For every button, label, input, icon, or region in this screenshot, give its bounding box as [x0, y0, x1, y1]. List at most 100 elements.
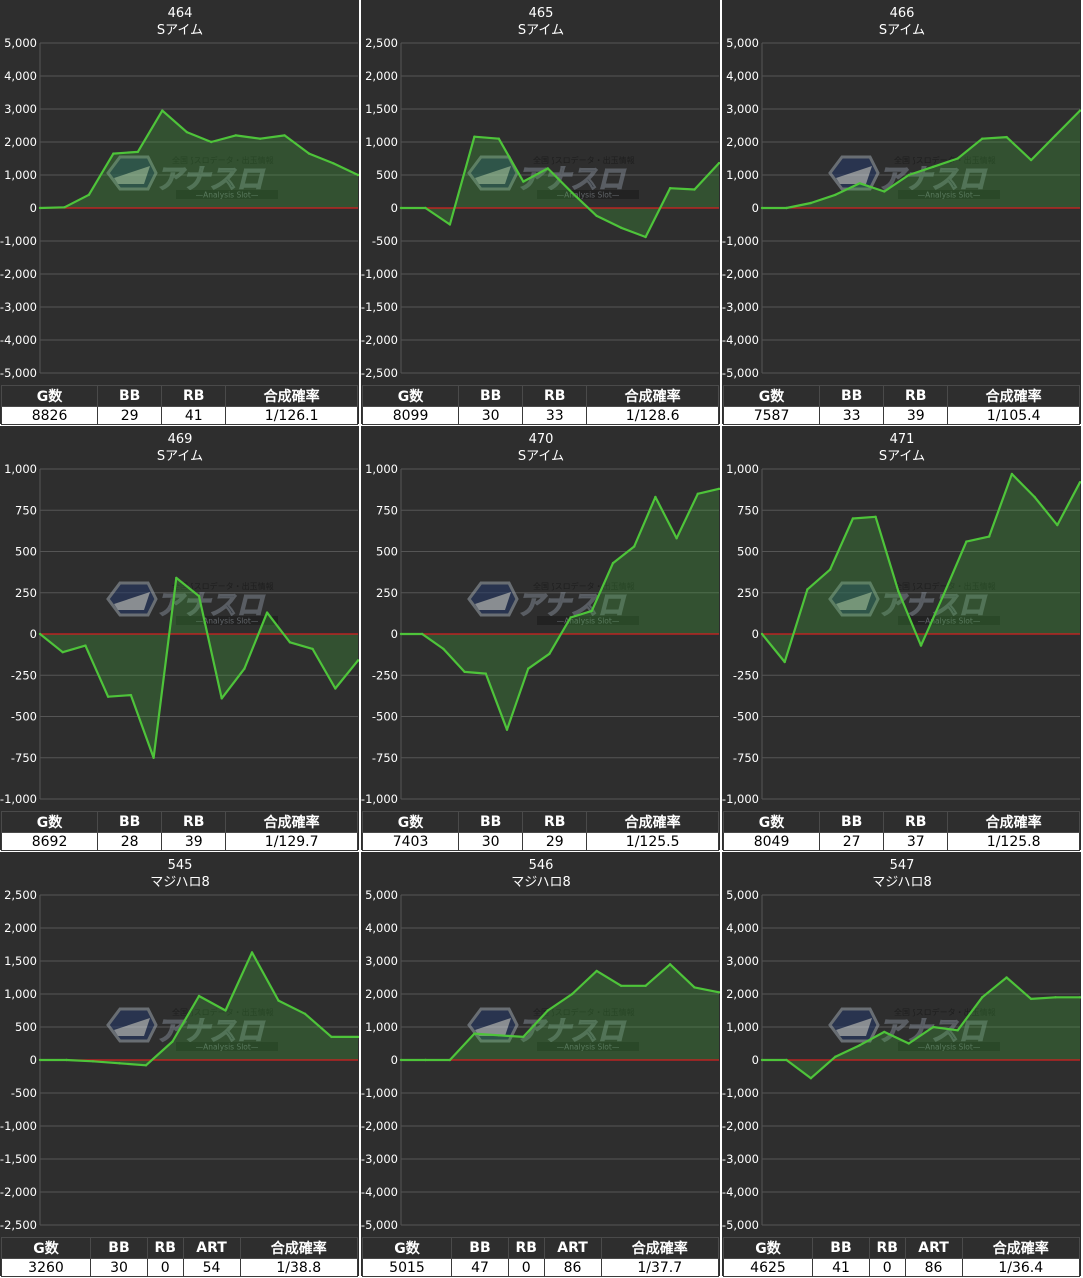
payout-chart: 471 Sアイム 1,000 750 500 250 0 -250 -500 -750 -1,000… [722, 432, 1081, 806]
y-tick-label: -3,000 [0, 300, 37, 314]
stats-value-cell: 29 [522, 832, 588, 851]
data-point [442, 647, 445, 651]
data-point [590, 609, 593, 613]
data-point [1078, 481, 1081, 484]
stats-value-cell: 33 [819, 406, 885, 425]
data-point [399, 206, 403, 210]
data-point [883, 1030, 886, 1034]
y-tick-label: -3,000 [361, 1152, 398, 1166]
stats-header-row: G数 BB RB ART 合成確率 [723, 1237, 1080, 1259]
series-area [762, 474, 1080, 662]
y-tick-label: 2,000 [365, 987, 398, 1001]
logo-swoosh [475, 592, 511, 610]
stats-header-cell: 合成確率 [961, 1237, 1080, 1259]
y-tick-label: 0 [30, 1053, 37, 1067]
stats-header-row: G数 BB RB 合成確率 [722, 811, 1080, 833]
stats-header-row: G数 BB RB 合成確率 [361, 811, 719, 833]
y-tick-label: 250 [737, 586, 759, 600]
y-tick-label: 0 [30, 627, 37, 641]
y-tick-label: 500 [376, 545, 398, 559]
machine-number: 545 [168, 858, 193, 873]
stats-header-cell: BB [819, 385, 885, 407]
stats-table: G数 BB RB ART 合成確率 5015 47 0 86 1/37.7 [362, 1237, 719, 1277]
data-point [356, 1035, 359, 1039]
y-tick-label: -2,000 [361, 333, 398, 347]
y-tick-label: 750 [376, 503, 398, 517]
stats-value-cell: 86 [543, 1258, 602, 1277]
stats-header-cell: RB [161, 385, 227, 407]
machine-panel: 545 マジハロ8 2,500 2,000 1,500 1,000 500 0 -500 -1,0… [0, 852, 359, 1277]
y-tick-label: 5,000 [726, 36, 759, 50]
machine-number: 466 [890, 6, 915, 21]
series-line [401, 963, 720, 1062]
data-point [63, 206, 66, 209]
stats-value-cell: 1/36.4 [961, 1258, 1080, 1277]
stats-value-cell: 1/128.6 [586, 406, 719, 425]
machine-model: マジハロ8 [872, 875, 932, 890]
logo-tagline: 全国 ⟆スロデータ・出玉情報 [172, 155, 274, 165]
y-tick-label: -1,000 [722, 1086, 759, 1100]
stats-value-cell: 30 [90, 1258, 148, 1277]
stats-table: G数 BB RB 合成確率 8099 30 33 1/128.6 [361, 385, 719, 425]
data-point [307, 152, 311, 155]
logo-tagline: 全国 ⟆スロデータ・出玉情報 [533, 581, 635, 591]
logo-tagline: 全国 ⟆スロデータ・出玉情報 [894, 581, 996, 591]
data-point [84, 644, 87, 647]
data-point [834, 193, 837, 196]
machine-model: Sアイム [879, 449, 925, 464]
machine-panel: 465 Sアイム 2,500 2,000 1,500 1,000 500 0 -500 -1,00… [361, 0, 720, 425]
stats-value-cell: 1/125.5 [586, 832, 719, 851]
stats-value-cell: 0 [507, 1258, 545, 1277]
data-point [497, 1034, 500, 1037]
stats-header-cell: ART [182, 1237, 241, 1259]
data-point [956, 1029, 959, 1032]
machine-number: 464 [168, 6, 193, 21]
series-area [40, 952, 358, 1066]
y-tick-label: 2,000 [4, 135, 37, 149]
series-line [401, 135, 720, 239]
data-point [473, 135, 476, 138]
y-tick-label: 3,000 [726, 954, 759, 968]
stats-header-cell: 合成確率 [586, 385, 719, 407]
y-tick-label: 3,000 [365, 954, 398, 968]
logo-sub-band [898, 616, 1000, 625]
data-point [527, 667, 530, 670]
machine-model: Sアイム [879, 23, 925, 38]
stats-header-cell: ART [543, 1237, 602, 1259]
data-point [136, 150, 139, 154]
data-point [611, 561, 615, 565]
data-point [644, 984, 647, 987]
stats-header-row: G数 BB RB 合成確率 [0, 385, 358, 407]
data-point [250, 951, 254, 954]
y-tick-label: -500 [733, 710, 759, 724]
data-point [874, 515, 877, 518]
stats-header-cell: 合成確率 [600, 1237, 719, 1259]
logo-sub-band [898, 190, 1000, 199]
machine-model: マジハロ8 [511, 875, 571, 890]
data-point [620, 984, 623, 987]
stats-header-cell: BB [458, 385, 524, 407]
data-point [760, 632, 764, 636]
payout-chart: 466 Sアイム 5,000 4,000 3,000 2,000 1,000 0 -1,000 -… [722, 6, 1081, 380]
y-tick-label: -4,000 [722, 1185, 759, 1199]
stats-value-cell: 86 [904, 1258, 963, 1277]
machine-panel: 547 マジハロ8 5,000 4,000 3,000 2,000 1,000 0 -1,000… [722, 852, 1081, 1277]
stats-value-cell: 30 [458, 406, 524, 425]
stats-header-cell: 合成確率 [947, 811, 1080, 833]
machine-number: 465 [529, 6, 554, 21]
y-tick-label: -1,000 [361, 267, 398, 281]
y-tick-label: 4,000 [365, 921, 398, 935]
machine-panel: 546 マジハロ8 5,000 4,000 3,000 2,000 1,000 0 -1,000… [361, 852, 720, 1277]
logo-swoosh [836, 592, 872, 610]
logo-swoosh [836, 1018, 872, 1036]
y-tick-label: 0 [752, 1053, 759, 1067]
data-point [152, 756, 155, 759]
series-line [401, 487, 720, 731]
y-tick-label: -750 [372, 751, 398, 765]
y-tick-label: -3,000 [722, 1152, 759, 1166]
data-point [717, 161, 720, 165]
stats-value-cell: 8692 [0, 832, 99, 851]
logo-sub-band [537, 616, 639, 625]
payout-chart: 470 Sアイム 1,000 750 500 250 0 -250 -500 -750 -1,000… [361, 432, 720, 806]
y-tick-label: -750 [11, 751, 37, 765]
